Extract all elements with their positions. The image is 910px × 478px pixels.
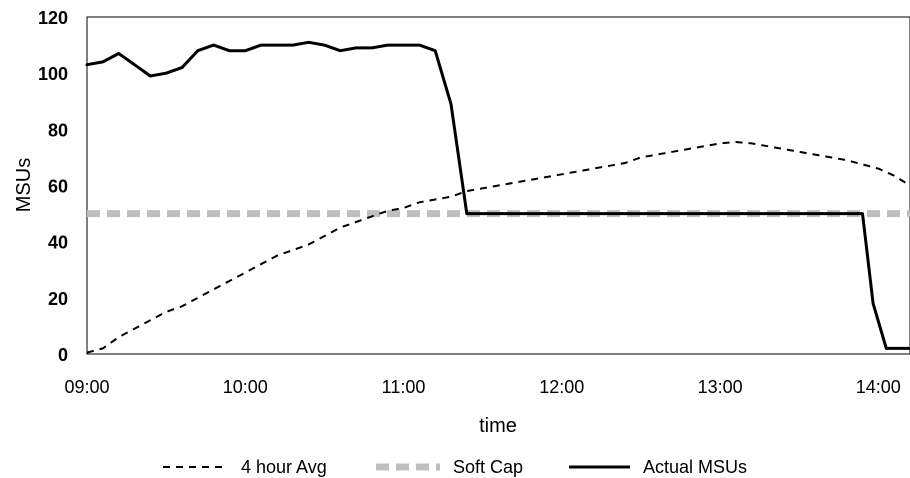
y-axis-title: MSUs [13, 158, 35, 212]
x-tick-label: 11:00 [382, 377, 426, 397]
legend-item-4-hour-avg: 4 hour Avg [163, 457, 327, 477]
x-tick-label: 09:00 [64, 377, 109, 397]
x-tick-label: 14:00 [856, 377, 901, 397]
x-tick-label: 12:00 [539, 377, 584, 397]
y-tick-label: 100 [38, 64, 68, 84]
x-tick-label: 13:00 [698, 377, 743, 397]
y-tick-label: 20 [48, 289, 68, 309]
legend-item-actual-msus: Actual MSUs [569, 457, 747, 477]
legend: 4 hour Avg Soft Cap Actual MSUs [163, 457, 747, 477]
y-tick-label: 60 [48, 177, 68, 197]
x-tick-label: 10:00 [223, 377, 268, 397]
series-line-actual-msus [85, 40, 910, 350]
series-layer [85, 40, 910, 354]
y-tick-label: 120 [38, 8, 68, 28]
y-tick-label: 40 [48, 233, 68, 253]
legend-label-actual-msus: Actual MSUs [643, 457, 747, 477]
x-axis-title: time [479, 415, 517, 437]
legend-label-soft-cap: Soft Cap [453, 457, 523, 477]
plot-area [86, 16, 910, 355]
series-line-4-hour-avg [86, 141, 910, 354]
legend-item-soft-cap: Soft Cap [376, 457, 523, 477]
x-tick-labels: 09:00 10:00 11:00 12:00 13:00 14:00 [64, 377, 900, 397]
y-tick-labels: 0 20 40 60 80 100 120 [38, 8, 68, 365]
y-tick-label: 80 [48, 120, 68, 140]
y-tick-label: 0 [58, 345, 68, 365]
plot-frame [86, 16, 910, 355]
legend-label-4-hour-avg: 4 hour Avg [241, 457, 327, 477]
